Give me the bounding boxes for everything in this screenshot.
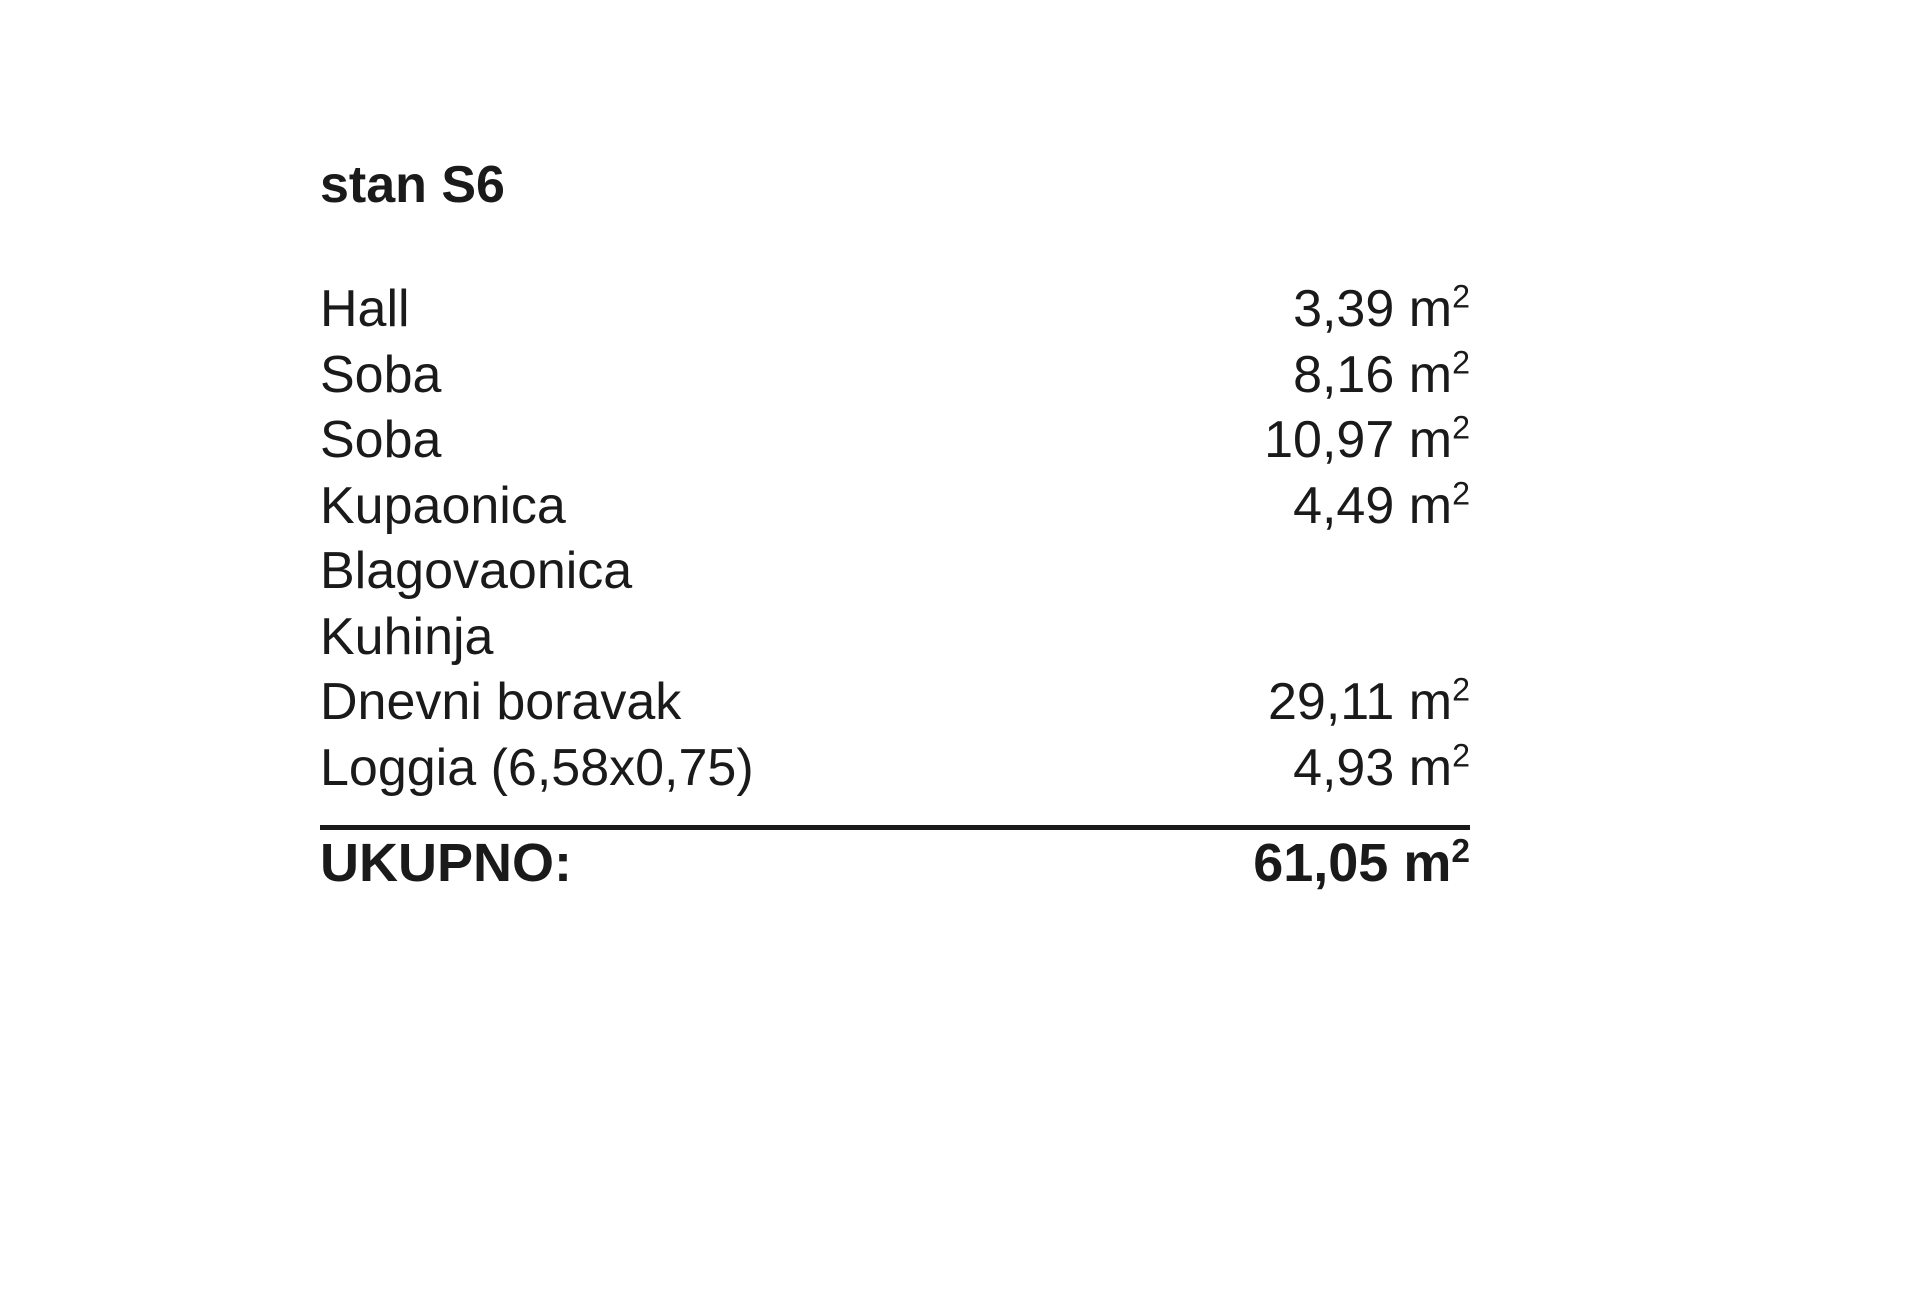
- room-value-unit: m: [1409, 477, 1452, 535]
- total-unit-exp: 2: [1451, 833, 1470, 870]
- room-value-unit: m: [1409, 346, 1452, 404]
- room-value-unit-exp: 2: [1452, 344, 1470, 380]
- room-value-number: 29,11: [1268, 673, 1394, 731]
- room-value-unit-exp: 2: [1452, 672, 1470, 708]
- room-name: Kupaonica: [320, 474, 566, 540]
- room-value-number: 4,93: [1293, 739, 1394, 797]
- room-value-number: 3,39: [1293, 280, 1394, 338]
- room-value: 8,16 m2: [1293, 343, 1470, 409]
- total-number: 61,05: [1253, 833, 1388, 893]
- room-name: Soba: [320, 343, 441, 409]
- total-unit: m: [1403, 833, 1451, 893]
- total-row: UKUPNO: 61,05 m2: [320, 832, 1470, 894]
- room-value-unit: m: [1409, 411, 1452, 469]
- room-name: Hall: [320, 277, 410, 343]
- page-title: stan S6: [320, 155, 1500, 215]
- table-row: Loggia (6,58x0,75) 4,93 m2: [320, 736, 1470, 802]
- room-value-unit-exp: 2: [1452, 279, 1470, 315]
- room-value-unit-exp: 2: [1452, 737, 1470, 773]
- room-value: 4,93 m2: [1293, 736, 1470, 802]
- document-container: stan S6 Hall3,39 m2Soba8,16 m2Soba10,97 …: [0, 0, 1500, 894]
- room-value-number: 8,16: [1293, 346, 1394, 404]
- room-name: Kuhinja: [320, 605, 493, 671]
- total-value: 61,05 m2: [1253, 832, 1470, 894]
- table-row: Soba 10,97 m2: [320, 408, 1470, 474]
- room-value-unit-exp: 2: [1452, 475, 1470, 511]
- table-row: Kupaonica 4,49 m2: [320, 474, 1470, 540]
- room-name: Dnevni boravak: [320, 670, 681, 736]
- room-value-number: 10,97: [1264, 411, 1394, 469]
- table-row: Dnevni boravak 29,11 m2: [320, 670, 1470, 736]
- total-label: UKUPNO:: [320, 832, 572, 894]
- room-value: 4,49 m2: [1293, 474, 1470, 540]
- table-row: Soba 8,16 m2: [320, 343, 1470, 409]
- table-row: Kuhinja: [320, 605, 1470, 671]
- room-list: Hall3,39 m2Soba8,16 m2Soba10,97 m2Kupaon…: [320, 277, 1470, 801]
- room-value-unit-exp: 2: [1452, 410, 1470, 446]
- room-value-unit: m: [1409, 673, 1452, 731]
- room-value: 10,97 m2: [1264, 408, 1470, 474]
- room-name: Soba: [320, 408, 441, 474]
- room-value-unit: m: [1409, 280, 1452, 338]
- room-value: 29,11 m2: [1268, 670, 1470, 736]
- room-value: 3,39 m2: [1293, 277, 1470, 343]
- table-row: Hall 3,39 m2: [320, 277, 1470, 343]
- room-name: Blagovaonica: [320, 539, 632, 605]
- room-value-number: 4,49: [1293, 477, 1394, 535]
- total-divider: [320, 825, 1470, 830]
- room-name: Loggia (6,58x0,75): [320, 736, 754, 802]
- table-row: Blagovaonica: [320, 539, 1470, 605]
- room-value-unit: m: [1409, 739, 1452, 797]
